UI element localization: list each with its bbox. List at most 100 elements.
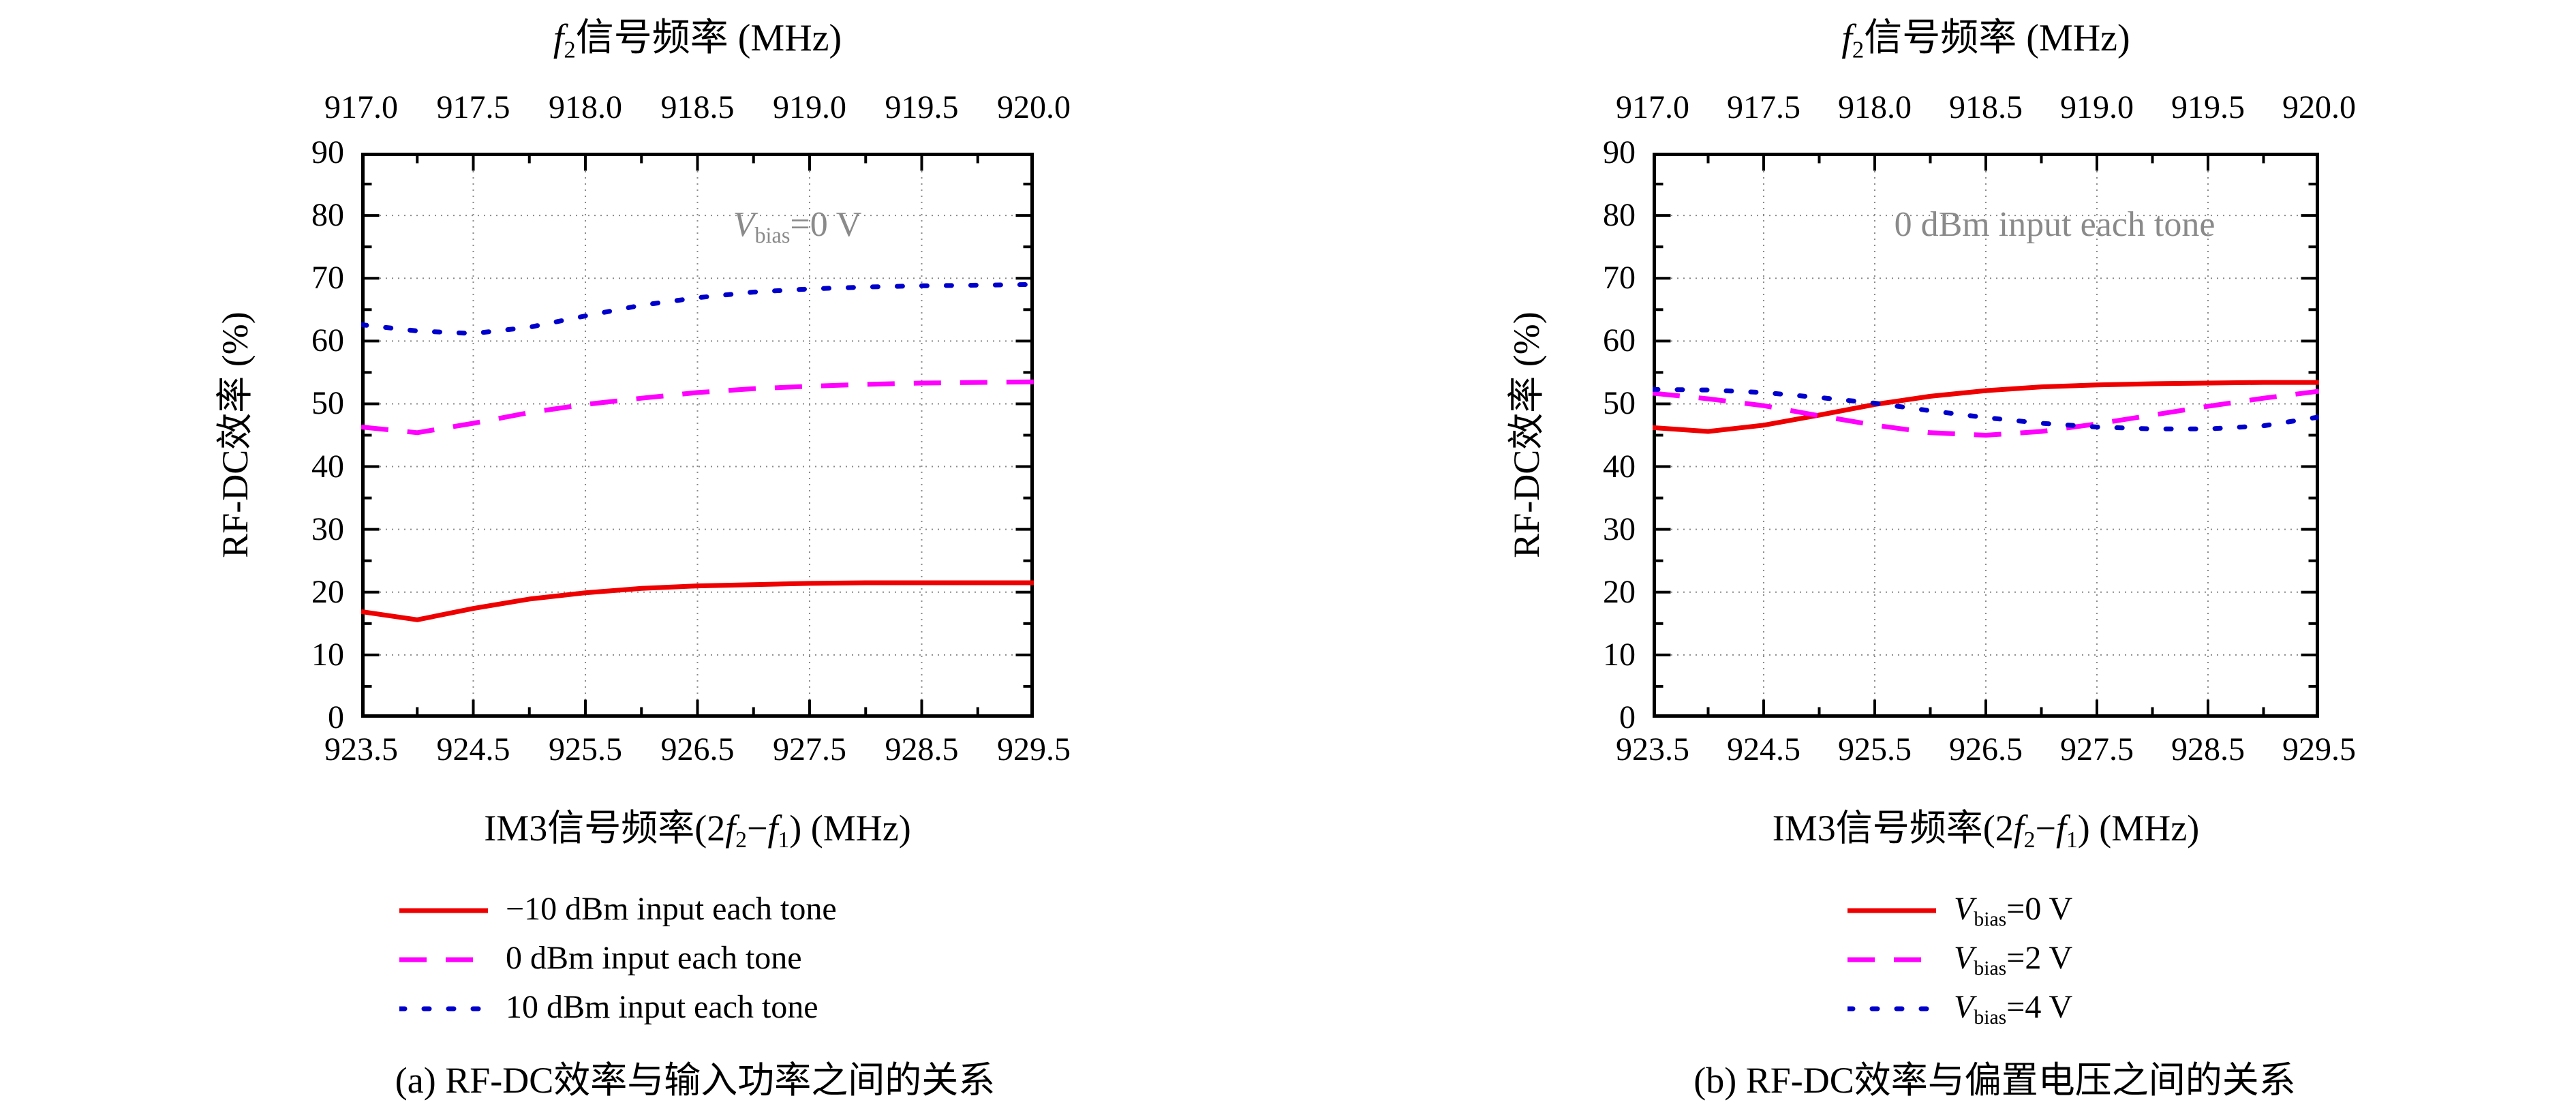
y-tick-label: 90	[1603, 134, 1636, 170]
annotation-a: Vbias=0 V	[733, 204, 862, 248]
y-tick-label: 70	[311, 260, 344, 296]
legend-line-solid	[1847, 908, 1936, 913]
caption-a: (a) RF-DC效率与输入功率之间的关系	[395, 1060, 996, 1101]
x-tick-label: 923.5	[1616, 731, 1689, 767]
y-tick-label: 20	[311, 573, 344, 610]
legend-text: 10 dBm input each tone	[506, 989, 818, 1026]
x-tick-label: 925.5	[1838, 731, 1912, 767]
legend-label: 10 dBm input each tone	[506, 988, 818, 1029]
legend-sub: bias	[1974, 956, 2007, 979]
legend-item: 0 dBm input each tone	[399, 935, 837, 984]
x-axis-label-a: IM3信号频率(2f2−f1) (MHz)	[361, 797, 1034, 853]
legend-item: Vbias=2 V	[1847, 935, 2072, 984]
legend-text: 0 dBm input each tone	[506, 940, 802, 977]
plot-area-a	[361, 153, 1034, 718]
xlabel-suffix: ) (MHz)	[789, 808, 911, 849]
xlabel-f2: f	[2013, 808, 2024, 849]
top-tick-label: 919.5	[885, 89, 959, 125]
annotation-text: 0 dBm input each tone	[1894, 205, 2215, 245]
xlabel-f2: f	[725, 808, 736, 849]
xlabel-f2-sub: 2	[735, 827, 748, 853]
legend-item: Vbias=0 V	[1847, 886, 2072, 935]
annotation-text: =0 V	[790, 205, 862, 245]
plot-area-b	[1653, 153, 2319, 718]
xlabel-f1-sub: 1	[2066, 827, 2078, 853]
y-tick-label: 10	[1603, 636, 1636, 673]
y-axis-label-b: RF-DC效率 (%)	[1506, 311, 1547, 558]
top-axis-title-text: 信号频率 (MHz)	[575, 17, 842, 59]
legend-label: Vbias=0 V	[1954, 890, 2072, 931]
x-axis-label-b: IM3信号频率(2f2−f1) (MHz)	[1653, 797, 2319, 853]
legend-label: Vbias=4 V	[1954, 988, 2072, 1029]
legend-line-dotted	[399, 1006, 488, 1011]
y-tick-label: 90	[311, 134, 344, 170]
legend-line-dotted	[1847, 1006, 1936, 1011]
top-tick-label: 918.5	[1949, 89, 2023, 125]
x-tick-label: 929.5	[2282, 731, 2356, 767]
top-tick-label: 917.5	[1727, 89, 1800, 125]
series-dotted	[361, 281, 1034, 336]
xlabel-suffix: ) (MHz)	[2077, 808, 2200, 849]
legend-item: −10 dBm input each tone	[399, 886, 837, 935]
legend-label: 0 dBm input each tone	[506, 939, 802, 980]
xlabel-prefix: IM3信号频率(2	[1772, 808, 2014, 849]
legend-var: V	[1954, 891, 1974, 928]
legend-text: −10 dBm input each tone	[506, 891, 837, 928]
y-tick-label: 70	[1603, 260, 1636, 296]
y-tick-label: 50	[311, 385, 344, 422]
annotation-sub: bias	[754, 222, 791, 247]
x-tick-label: 927.5	[2060, 731, 2134, 767]
legend-item: 10 dBm input each tone	[399, 984, 837, 1033]
xlabel-prefix: IM3信号频率(2	[484, 808, 726, 849]
xlabel-f1: f	[767, 808, 778, 849]
f2-symbol: f	[553, 17, 564, 59]
top-tick-label: 918.5	[660, 89, 735, 125]
y-tick-label: 30	[1603, 511, 1636, 547]
legend-b: Vbias=0 V Vbias=2 V Vbias=4 V	[1847, 886, 2072, 1033]
top-tick-label: 917.0	[324, 89, 398, 125]
legend-text: =4 V	[2006, 989, 2073, 1026]
xlabel-f1-sub: 1	[778, 827, 790, 853]
legend-text: =0 V	[2006, 891, 2073, 928]
legend-item: Vbias=4 V	[1847, 984, 2072, 1033]
legend-line-dashed	[1847, 957, 1936, 962]
series-solid	[361, 580, 1034, 622]
top-axis-title-b: f2信号频率 (MHz)	[1653, 7, 2319, 63]
series-solid	[1653, 380, 2319, 434]
legend-a: −10 dBm input each tone 0 dBm input each…	[399, 886, 837, 1033]
y-tick-label: 0	[328, 699, 344, 735]
x-tick-label: 925.5	[549, 731, 622, 767]
x-tick-label: 924.5	[436, 731, 510, 767]
top-tick-label: 919.0	[2060, 89, 2134, 125]
legend-line-solid	[399, 908, 488, 913]
series-dashed	[1653, 389, 2319, 438]
xlabel-minus: −	[747, 808, 768, 849]
legend-line-dashed	[399, 957, 488, 962]
f2-subscript: 2	[1852, 36, 1865, 63]
x-tick-label: 928.5	[885, 731, 959, 767]
y-tick-label: 60	[311, 322, 344, 359]
y-tick-label: 40	[1603, 448, 1636, 485]
legend-text: =2 V	[2006, 940, 2073, 977]
top-tick-label: 919.0	[773, 89, 846, 125]
top-tick-label: 918.0	[549, 89, 622, 125]
annotation-b: 0 dBm input each tone	[1895, 204, 2215, 248]
y-tick-label: 30	[311, 511, 344, 547]
legend-label: −10 dBm input each tone	[506, 890, 837, 931]
xlabel-minus: −	[2035, 808, 2056, 849]
y-tick-label: 80	[311, 197, 344, 234]
x-tick-label: 926.5	[1949, 731, 2023, 767]
x-tick-label: 926.5	[660, 731, 735, 767]
y-tick-label: 60	[1603, 322, 1636, 359]
top-tick-label: 919.5	[2171, 89, 2245, 125]
y-tick-label: 50	[1603, 385, 1636, 422]
caption-b: (b) RF-DC效率与偏置电压之间的关系	[1693, 1060, 2296, 1101]
y-tick-label: 80	[1603, 197, 1636, 234]
legend-var: V	[1954, 940, 1974, 977]
y-tick-label: 0	[1619, 699, 1636, 735]
annotation-var: V	[733, 205, 755, 245]
legend-var: V	[1954, 989, 1974, 1026]
